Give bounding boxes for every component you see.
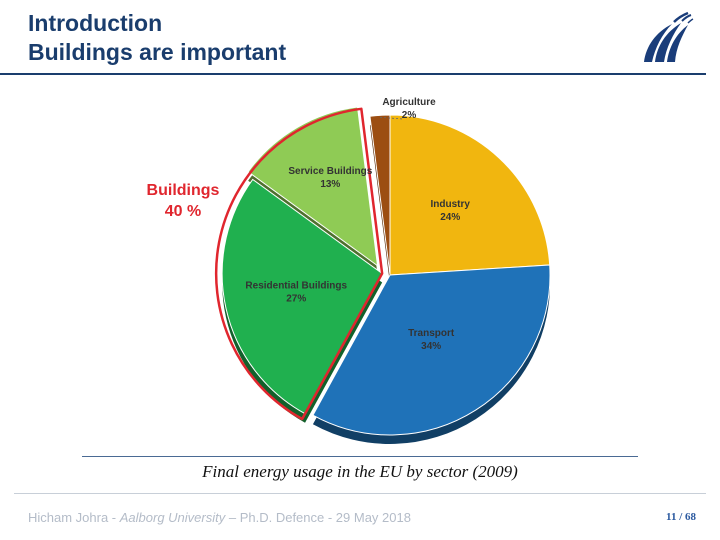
slice-label: Residential Buildings [245, 281, 347, 292]
pie-slice-service-buildings [247, 106, 379, 267]
slide-title: Introduction Buildings are important [28, 9, 286, 67]
page-number: 11 / 68 [666, 511, 696, 523]
slice-value-label: 27% [286, 294, 306, 305]
pie-slice-residential-buildings [221, 178, 383, 415]
slice-label: Transport [408, 328, 455, 339]
buildings-group-label: Buildings [147, 182, 220, 199]
pie-slice-industry [389, 114, 551, 276]
slide-title-line2: Buildings are important [28, 39, 287, 65]
slice-value-label: 2% [402, 110, 417, 121]
caption-divider [82, 456, 638, 457]
footer-author: Hicham Johra - [28, 510, 120, 525]
buildings-group-value: 40 % [165, 203, 201, 220]
slice-value-label: 24% [440, 212, 460, 223]
buildings-group-outline [214, 107, 384, 421]
slice-label: Service Buildings [288, 166, 372, 177]
energy-usage-pie-chart: Industry 24% Transport 34% Residential Build… [147, 97, 551, 444]
slice-value-label: 13% [320, 179, 340, 190]
footer-divider [14, 493, 706, 494]
footer-university: Aalborg University [119, 510, 226, 525]
slice-label: Industry [431, 199, 471, 210]
header-divider [0, 73, 706, 75]
slice-value-label: 34% [421, 341, 441, 352]
pie-slice-agriculture [369, 114, 391, 276]
university-logo-icon [644, 11, 694, 62]
slide-title-line1: Introduction [28, 10, 163, 36]
slice-label: Agriculture [382, 97, 436, 108]
figure-caption: Final energy usage in the EU by sector (… [202, 462, 518, 481]
footer-text: Hicham Johra - Aalborg University – Ph.D… [28, 510, 411, 525]
footer-event: – Ph.D. Defence - 29 May 2018 [225, 510, 411, 525]
pie-slice-transport [312, 264, 551, 436]
